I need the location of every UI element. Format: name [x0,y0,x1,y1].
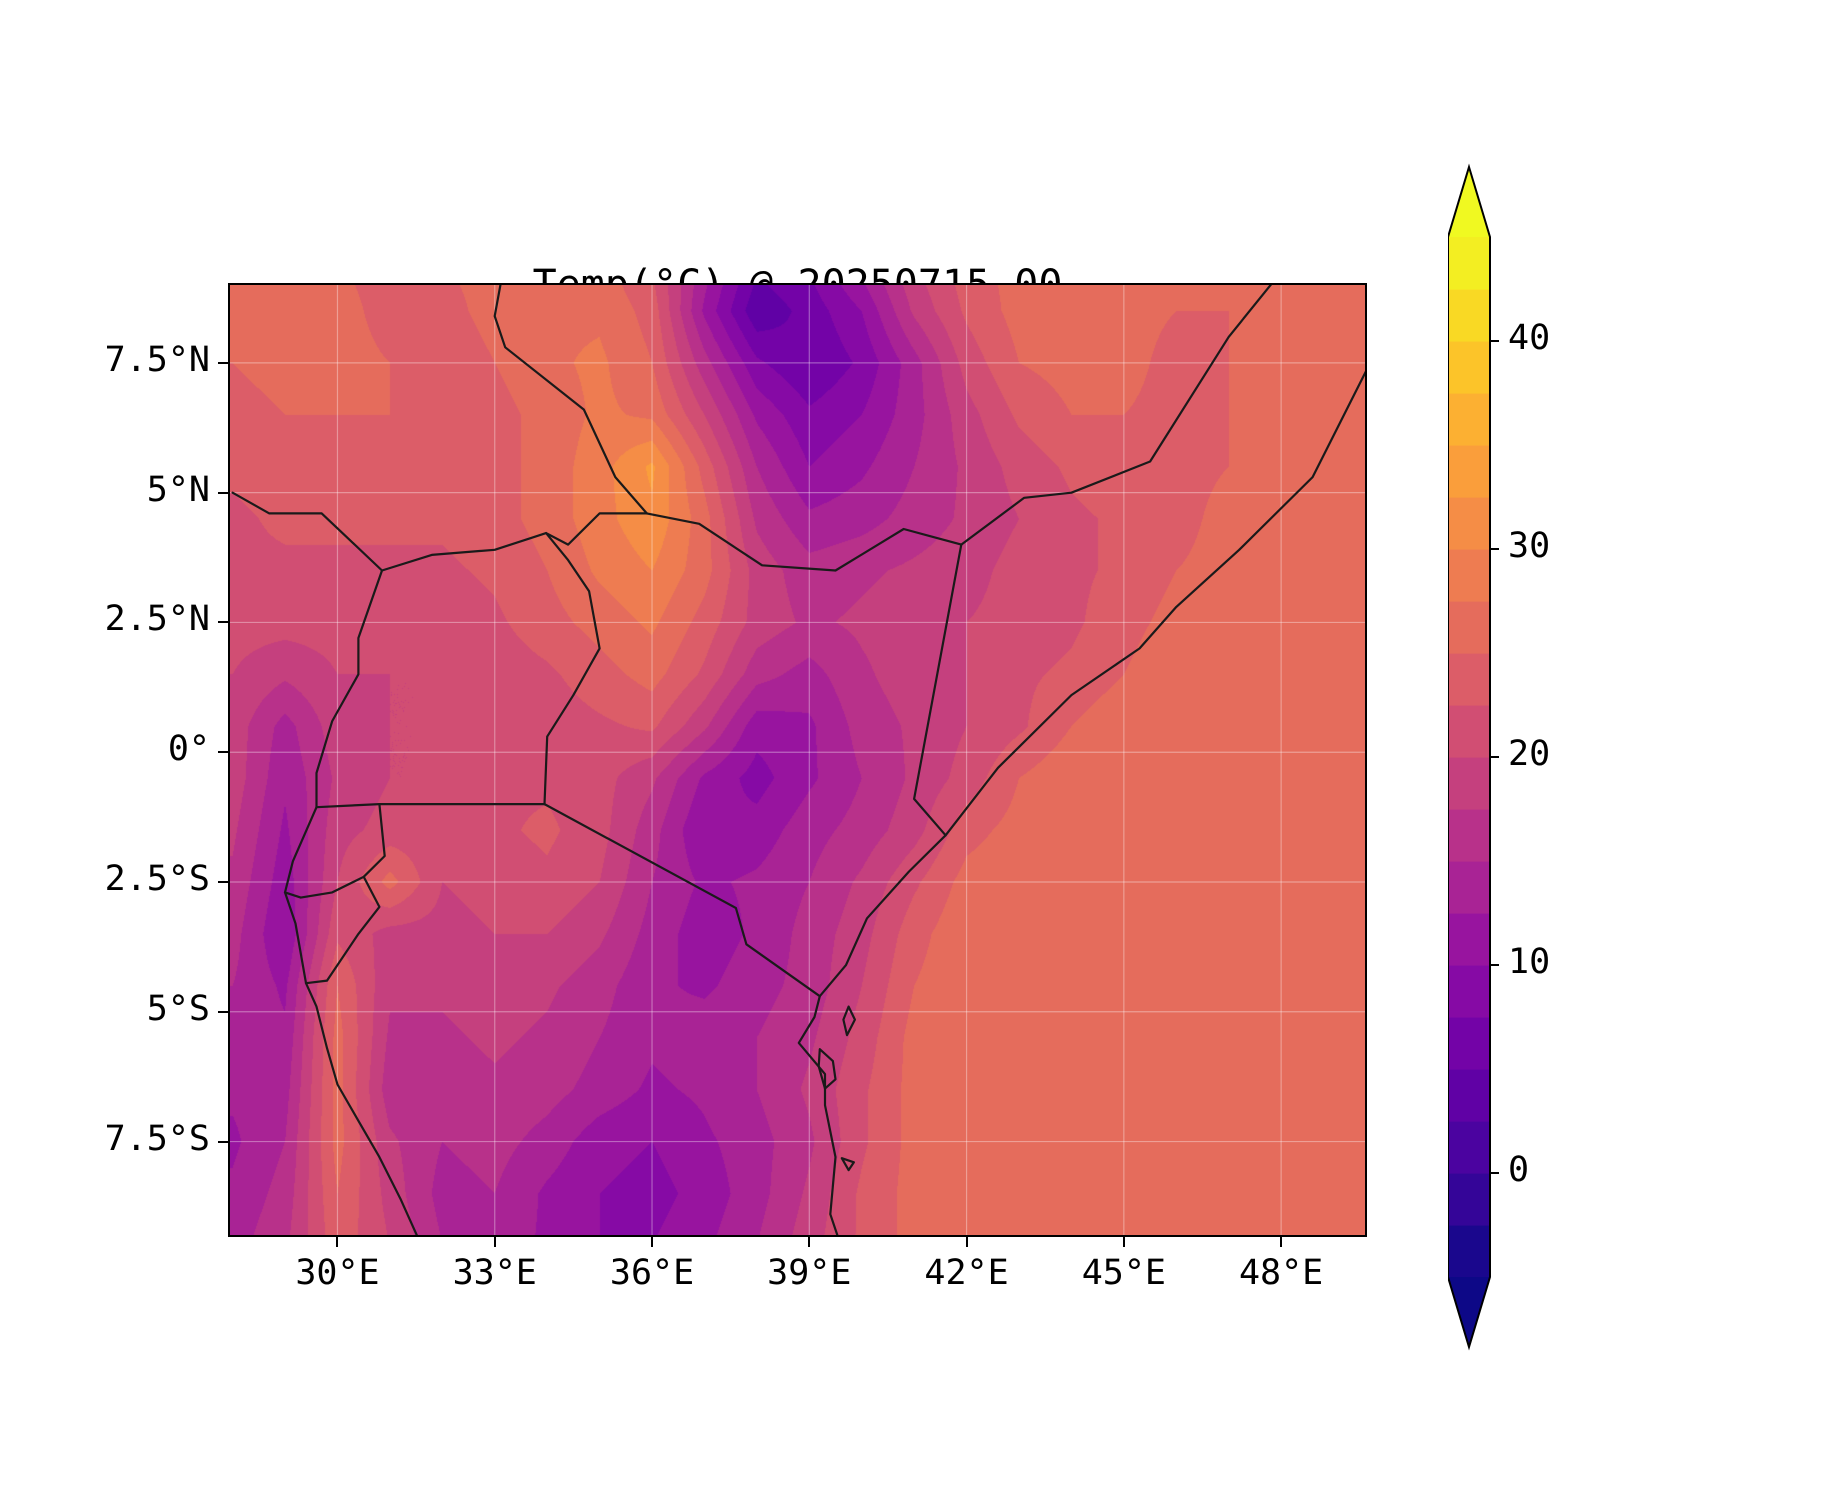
country-border [840,1157,856,1172]
x-tick-label: 33°E [452,1253,537,1293]
country-border [842,1005,857,1037]
colorbar-band [1448,809,1490,862]
y-tick-label: 7.5°N [104,339,210,380]
map-overlay-svg [230,285,1365,1235]
y-tick-label: 2.5°N [104,599,210,640]
colorbar-band [1448,965,1490,1018]
country-border [797,370,1365,1235]
colorbar-tick-label: 40 [1508,318,1551,358]
x-tick-mark [336,1237,339,1247]
x-tick-mark [965,1237,968,1247]
colorbar-band [1448,445,1490,498]
colorbar-band [1448,1121,1490,1174]
country-border [304,982,418,1235]
colorbar-band [1448,1069,1490,1122]
colorbar-band [1448,913,1490,966]
y-tick-mark [218,1140,228,1143]
colorbar-band [1448,1173,1490,1226]
x-tick-label: 45°E [1081,1253,1166,1293]
x-tick-mark [651,1237,654,1247]
colorbar-band [1448,341,1490,394]
colorbar-band [1448,705,1490,758]
y-tick-mark [218,491,228,494]
y-tick-mark [218,621,228,624]
x-tick-mark [808,1237,811,1247]
colorbar-band [1448,289,1490,342]
country-border [315,569,384,809]
colorbar-svg [1448,163,1499,1351]
y-tick-label: 7.5°S [104,1118,210,1159]
y-tick-label: 0° [167,729,210,770]
y-tick-label: 2.5°S [104,858,210,899]
colorbar-band [1448,497,1490,550]
x-tick-label: 30°E [295,1253,380,1293]
country-border [231,491,648,572]
colorbar-band [1448,1017,1490,1070]
country-border [912,543,963,837]
colorbar-tick-label: 30 [1508,526,1551,566]
colorbar-tick-label: 10 [1508,942,1551,982]
x-tick-label: 42°E [924,1253,1009,1293]
colorbar-under-arrow [1448,1277,1490,1347]
country-border [543,802,821,998]
colorbar-band [1448,601,1490,654]
y-tick-label: 5°S [146,988,210,1029]
colorbar-band [1448,237,1490,290]
country-border [960,285,1273,546]
x-tick-label: 48°E [1238,1253,1324,1293]
colorbar-tick-label: 20 [1508,734,1551,774]
country-border [283,875,381,985]
colorbar-outline [1448,163,1491,1351]
colorbar-tick-label: 0 [1508,1150,1530,1190]
x-tick-label: 39°E [767,1253,852,1293]
country-border [315,802,546,809]
country-border [817,1048,837,1090]
colorbar-band [1448,393,1490,446]
y-tick-mark [218,1010,228,1013]
country-border [543,532,601,806]
country-border [493,285,648,515]
country-border [283,802,386,899]
colorbar-band [1448,861,1490,914]
y-tick-mark [218,751,228,754]
colorbar-band [1448,757,1490,810]
x-tick-label: 36°E [609,1253,695,1293]
colorbar-band [1448,549,1490,602]
temperature-field-canvas [230,285,1365,1235]
x-tick-mark [1122,1237,1125,1247]
x-tick-mark [493,1237,496,1247]
colorbar-band [1448,653,1490,706]
country-border [645,512,963,572]
colorbar-over-arrow [1448,167,1490,237]
y-tick-mark [218,880,228,883]
x-tick-mark [1280,1237,1283,1247]
colorbar-band [1448,1225,1490,1278]
y-tick-mark [218,361,228,364]
y-tick-label: 5°N [146,469,210,510]
